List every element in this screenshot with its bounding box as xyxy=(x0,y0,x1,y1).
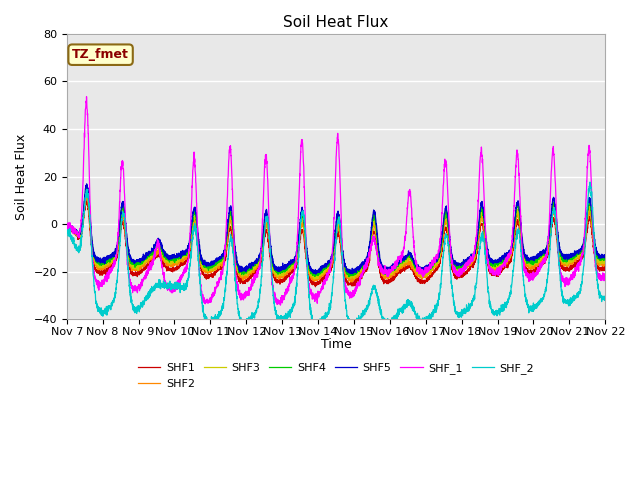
Line: SHF4: SHF4 xyxy=(67,187,605,276)
SHF5 xyxy=(63,223,70,229)
SHF4 xyxy=(389,266,397,272)
Line: SHF3: SHF3 xyxy=(67,190,605,279)
SHF1 xyxy=(398,266,406,272)
SHF5 xyxy=(389,262,397,268)
SHF2 xyxy=(214,264,221,270)
Line: SHF2: SHF2 xyxy=(67,196,605,282)
SHF_2 xyxy=(63,228,70,234)
SHF_2 xyxy=(601,297,609,302)
SHF2 xyxy=(348,279,356,285)
SHF2 xyxy=(550,210,558,216)
SHF1 xyxy=(179,260,186,266)
SHF2 xyxy=(389,271,397,277)
SHF5 xyxy=(179,252,186,257)
SHF2 xyxy=(601,259,609,264)
SHF_1 xyxy=(398,252,406,258)
Line: SHF5: SHF5 xyxy=(67,184,605,274)
SHF1 xyxy=(602,266,609,272)
SHF2 xyxy=(179,258,186,264)
SHF5 xyxy=(550,197,558,203)
SHF1 xyxy=(63,223,70,228)
SHF3 xyxy=(550,205,558,211)
SHF4 xyxy=(602,255,609,261)
SHF1 xyxy=(601,265,609,271)
SHF_1 xyxy=(602,276,609,281)
SHF1 xyxy=(83,198,91,204)
Y-axis label: Soil Heat Flux: Soil Heat Flux xyxy=(15,133,28,220)
SHF5 xyxy=(83,181,90,187)
SHF1 xyxy=(214,267,221,273)
SHF4 xyxy=(179,253,186,259)
SHF1 xyxy=(312,284,319,289)
SHF3 xyxy=(63,223,70,229)
Line: SHF1: SHF1 xyxy=(67,201,605,287)
Text: TZ_fmet: TZ_fmet xyxy=(72,48,129,61)
Line: SHF_1: SHF_1 xyxy=(67,96,605,305)
SHF3 xyxy=(601,258,609,264)
SHF_2 xyxy=(213,314,221,320)
SHF1 xyxy=(550,216,558,222)
Legend: SHF1, SHF2, SHF3, SHF4, SHF5, SHF_1, SHF_2: SHF1, SHF2, SHF3, SHF4, SHF5, SHF_1, SHF… xyxy=(134,359,538,393)
SHF_2 xyxy=(388,315,396,321)
SHF4 xyxy=(345,274,353,279)
SHF4 xyxy=(214,261,221,266)
SHF5 xyxy=(398,256,406,262)
X-axis label: Time: Time xyxy=(321,338,351,351)
SHF3 xyxy=(310,276,318,282)
SHF3 xyxy=(602,257,609,263)
SHF4 xyxy=(83,184,90,190)
SHF_2 xyxy=(179,284,186,290)
SHF_1 xyxy=(214,281,221,287)
SHF4 xyxy=(601,255,609,261)
SHF_1 xyxy=(276,302,284,308)
SHF_1 xyxy=(63,222,70,228)
SHF_2 xyxy=(550,204,558,210)
SHF5 xyxy=(602,252,609,258)
SHF_1 xyxy=(179,273,186,279)
SHF_1 xyxy=(550,161,558,167)
SHF_1 xyxy=(83,94,90,99)
Title: Soil Heat Flux: Soil Heat Flux xyxy=(284,15,388,30)
SHF3 xyxy=(179,255,186,261)
SHF3 xyxy=(398,261,406,267)
SHF2 xyxy=(63,224,70,230)
SHF4 xyxy=(398,259,406,265)
SHF_2 xyxy=(602,295,609,300)
SHF4 xyxy=(63,224,70,229)
SHF4 xyxy=(550,204,558,209)
SHF5 xyxy=(214,257,221,263)
SHF5 xyxy=(312,271,319,277)
SHF_1 xyxy=(601,272,609,277)
SHF2 xyxy=(83,193,91,199)
SHF_2 xyxy=(240,326,248,332)
Line: SHF_2: SHF_2 xyxy=(67,182,605,329)
SHF1 xyxy=(389,274,397,279)
SHF3 xyxy=(214,261,221,266)
SHF3 xyxy=(389,269,397,275)
SHF3 xyxy=(83,187,90,192)
SHF_2 xyxy=(398,308,406,314)
SHF5 xyxy=(601,254,609,260)
SHF_2 xyxy=(586,179,594,185)
SHF2 xyxy=(398,264,406,270)
SHF_1 xyxy=(389,265,397,271)
SHF2 xyxy=(602,263,609,268)
